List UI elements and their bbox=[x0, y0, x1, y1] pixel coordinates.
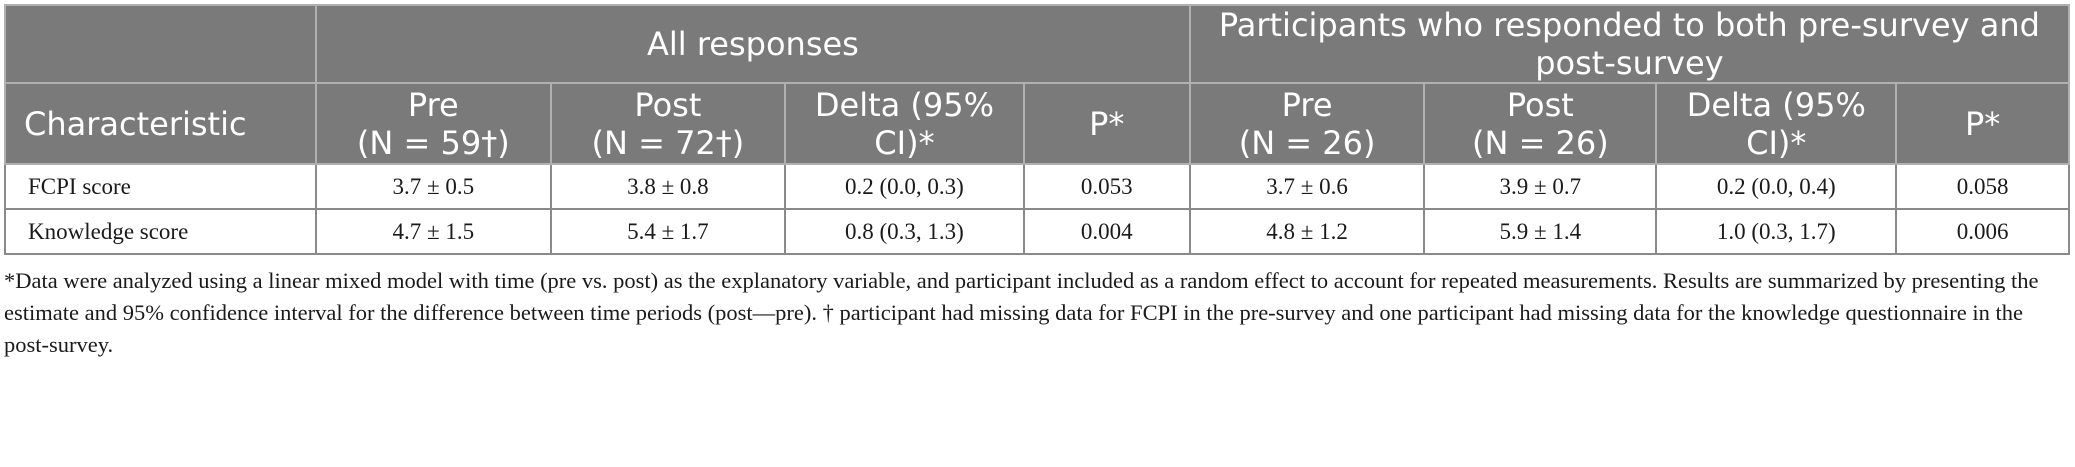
column-header-line: P* bbox=[1964, 104, 2001, 143]
column-header-characteristic: Characteristic bbox=[3, 82, 318, 165]
row-label: Knowledge score bbox=[3, 208, 318, 255]
column-header-line: (N = 26) bbox=[1471, 123, 1609, 162]
table-row: FCPI score 3.7 ± 0.5 3.8 ± 0.8 0.2 (0.0,… bbox=[3, 163, 2070, 210]
results-table: All responses Participants who responded… bbox=[3, 4, 2071, 255]
column-header-line: CI)* bbox=[1746, 123, 1807, 162]
row-label: FCPI score bbox=[3, 163, 318, 210]
group-header-all-responses: All responses bbox=[315, 4, 1191, 84]
table-cell: 3.8 ± 0.8 bbox=[549, 163, 787, 210]
table-footnote: *Data were analyzed using a linear mixed… bbox=[4, 268, 2039, 357]
table-cell: 3.7 ± 0.5 bbox=[315, 163, 552, 210]
column-header-all-pre: Pre (N = 59†) bbox=[315, 82, 552, 165]
column-header-row: Characteristic Pre (N = 59†) Post (N = 7… bbox=[3, 82, 2070, 165]
column-header-line: (N = 59†) bbox=[356, 123, 510, 162]
column-header-all-p: P* bbox=[1022, 82, 1191, 165]
column-header-line: P* bbox=[1089, 104, 1125, 143]
column-header-all-post: Post (N = 72†) bbox=[549, 82, 787, 165]
table-cell: 3.9 ± 0.7 bbox=[1423, 163, 1658, 210]
table-cell: 0.006 bbox=[1895, 208, 2070, 255]
column-header-line: (N = 26) bbox=[1238, 123, 1376, 162]
column-header-line: Delta (95% bbox=[814, 85, 995, 124]
group-header-empty bbox=[3, 4, 318, 84]
column-header-line: (N = 72†) bbox=[591, 123, 745, 162]
column-header-line: Pre bbox=[407, 85, 459, 124]
column-header-paired-pre: Pre (N = 26) bbox=[1188, 82, 1426, 165]
table-row: Knowledge score 4.7 ± 1.5 5.4 ± 1.7 0.8 … bbox=[3, 208, 2070, 255]
table-cell: 3.7 ± 0.6 bbox=[1188, 163, 1426, 210]
table-cell: 0.004 bbox=[1022, 208, 1191, 255]
column-header-line: Post bbox=[1506, 85, 1574, 124]
group-header-paired-participants: Participants who responded to both pre-s… bbox=[1188, 4, 2071, 84]
table-cell: 0.2 (0.0, 0.4) bbox=[1655, 163, 1898, 210]
column-header-line: Pre bbox=[1281, 85, 1333, 124]
table-cell: 0.8 (0.3, 1.3) bbox=[784, 208, 1025, 255]
table-cell: 5.9 ± 1.4 bbox=[1423, 208, 1658, 255]
column-header-paired-delta: Delta (95% CI)* bbox=[1655, 82, 1898, 165]
column-header-all-delta: Delta (95% CI)* bbox=[784, 82, 1025, 165]
column-header-line: Post bbox=[634, 85, 702, 124]
column-header-paired-post: Post (N = 26) bbox=[1423, 82, 1658, 165]
table-cell: 4.7 ± 1.5 bbox=[315, 208, 552, 255]
table-cell: 0.2 (0.0, 0.3) bbox=[784, 163, 1025, 210]
column-header-line: Delta (95% bbox=[1686, 85, 1866, 124]
table-cell: 0.053 bbox=[1022, 163, 1191, 210]
column-header-paired-p: P* bbox=[1895, 82, 2070, 165]
column-header-line: CI)* bbox=[874, 123, 935, 162]
table-cell: 4.8 ± 1.2 bbox=[1188, 208, 1426, 255]
table-cell: 5.4 ± 1.7 bbox=[549, 208, 787, 255]
table-cell: 0.058 bbox=[1895, 163, 2070, 210]
group-header-row: All responses Participants who responded… bbox=[3, 4, 2071, 84]
column-header-line: Characteristic bbox=[24, 104, 247, 143]
table-cell: 1.0 (0.3, 1.7) bbox=[1655, 208, 1898, 255]
